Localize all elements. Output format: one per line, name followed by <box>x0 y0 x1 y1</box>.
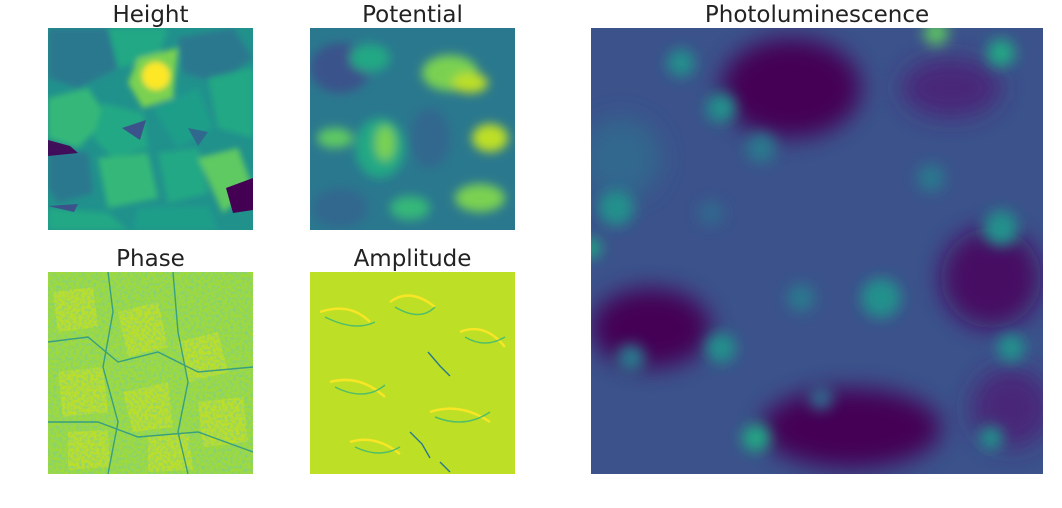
amplitude-title: Amplitude <box>353 246 472 272</box>
amplitude-map-image <box>310 272 515 474</box>
potential-map-image <box>310 28 515 230</box>
photoluminescence-map-image <box>591 28 1043 474</box>
phase-map-image <box>48 272 253 474</box>
phase-title: Phase <box>116 246 185 272</box>
height-map-image <box>48 28 253 230</box>
photoluminescence-title: Photoluminescence <box>704 2 930 28</box>
potential-title: Potential <box>362 2 463 28</box>
height-title: Height <box>112 2 189 28</box>
